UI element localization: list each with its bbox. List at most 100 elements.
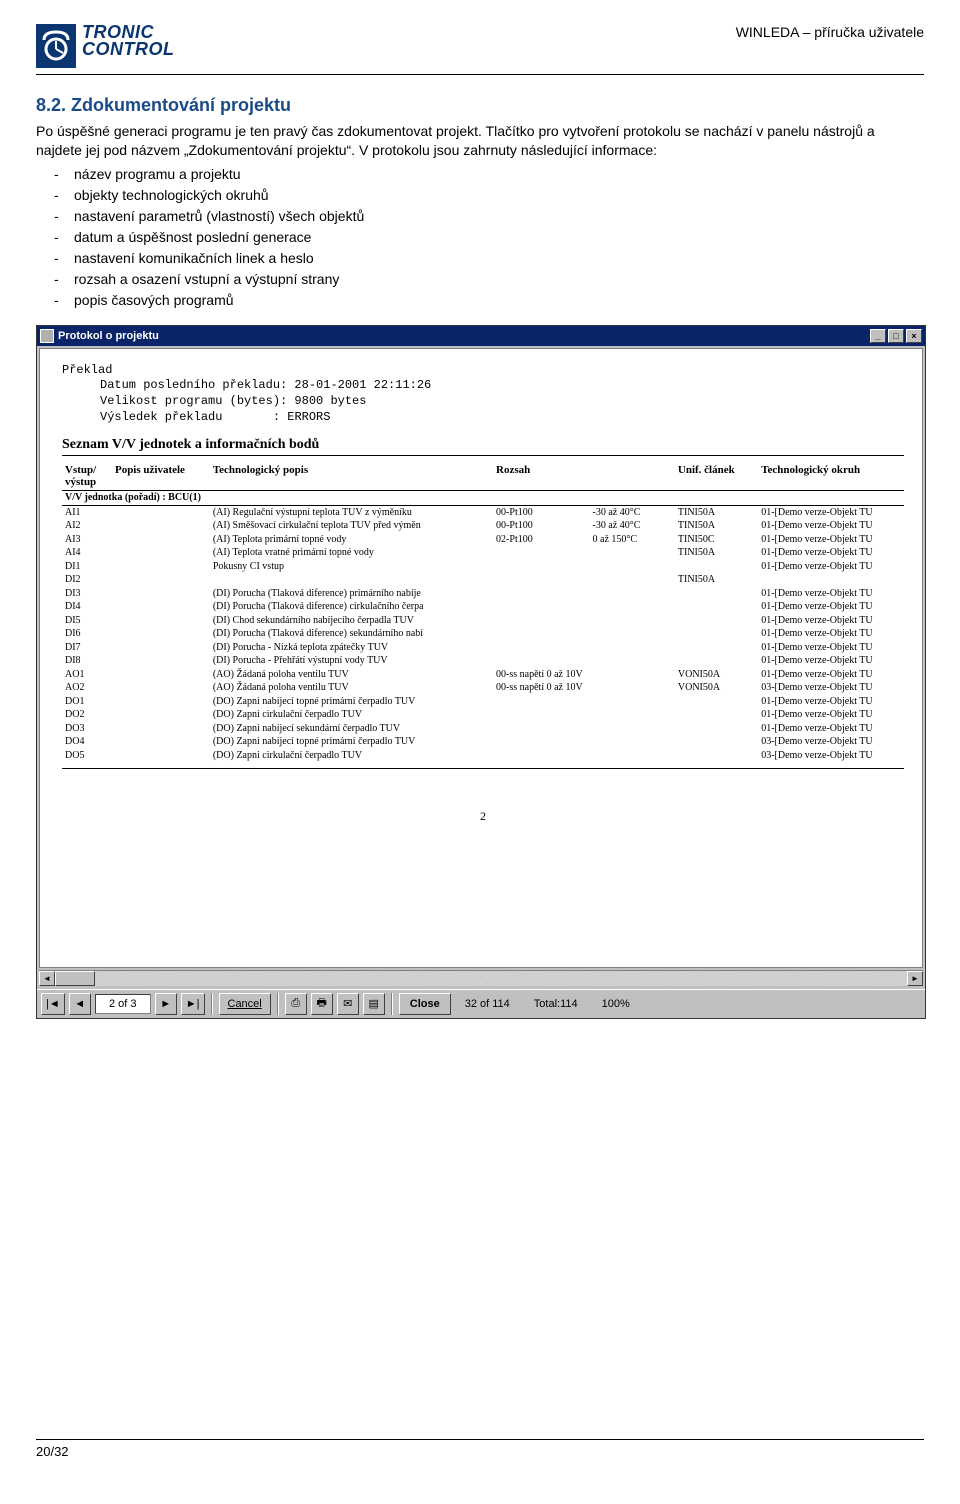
table-cell: 03-[Demo verze-Objekt TU xyxy=(758,749,904,763)
table-cell xyxy=(112,681,210,695)
table-cell xyxy=(590,749,675,763)
table-cell xyxy=(493,573,589,587)
table-cell: 00-ss napětí 0 až 10V xyxy=(493,668,589,682)
table-cell xyxy=(493,600,589,614)
table-cell xyxy=(112,749,210,763)
table-cell: -30 až 40°C xyxy=(590,505,675,519)
close-button[interactable]: × xyxy=(906,329,922,343)
print-icon[interactable]: 🖶 xyxy=(311,993,333,1015)
cancel-button[interactable]: Cancel xyxy=(219,993,271,1015)
bullet-item: popis časových programů xyxy=(54,290,924,311)
table-cell xyxy=(493,546,589,560)
minimize-button[interactable]: _ xyxy=(870,329,886,343)
close-viewer-button[interactable]: Close xyxy=(399,993,451,1015)
table-row: DO2(DO) Zapni cirkulační čerpadlo TUV01-… xyxy=(62,708,904,722)
table-cell xyxy=(590,546,675,560)
scroll-thumb[interactable] xyxy=(55,971,95,986)
table-cell xyxy=(112,668,210,682)
bullet-item: datum a úspěšnost poslední generace xyxy=(54,227,924,248)
window-icon xyxy=(40,329,54,343)
page-field[interactable] xyxy=(95,994,151,1014)
table-cell: 01-[Demo verze-Objekt TU xyxy=(758,505,904,519)
table-cell xyxy=(493,749,589,763)
table-cell: (AI) Teplota primární topné vody xyxy=(210,533,493,547)
table-cell: (DO) Zapni cirkulační čerpadlo TUV xyxy=(210,749,493,763)
table-row: AI1(AI) Regulační výstupní teplota TUV z… xyxy=(62,505,904,519)
table-cell xyxy=(758,573,904,587)
status-records: 32 of 114 xyxy=(455,998,520,1010)
table-cell: 01-[Demo verze-Objekt TU xyxy=(758,722,904,736)
table-cell: (DI) Porucha (Tlaková diference) cirkula… xyxy=(210,600,493,614)
table-group-row: V/V jednotka (pořadí) : BCU(1) xyxy=(62,491,904,506)
table-cell: 00-ss napětí 0 až 10V xyxy=(493,681,589,695)
table-cell: 01-[Demo verze-Objekt TU xyxy=(758,627,904,641)
table-cell: 01-[Demo verze-Objekt TU xyxy=(758,600,904,614)
table-cell: 01-[Demo verze-Objekt TU xyxy=(758,560,904,574)
scroll-left-button[interactable]: ◄ xyxy=(39,971,55,986)
table-cell: TINI50A xyxy=(675,546,758,560)
mail-icon[interactable]: ✉ xyxy=(337,993,359,1015)
nav-last-button[interactable]: ►| xyxy=(181,993,205,1015)
table-bottom-rule xyxy=(62,768,904,769)
table-row: AI3(AI) Teplota primární topné vody02-Pt… xyxy=(62,533,904,547)
toolbar-separator xyxy=(211,993,213,1015)
table-cell: DI2 xyxy=(62,573,112,587)
table-cell: DO4 xyxy=(62,735,112,749)
table-cell: (AI) Směšovací cirkulační teplota TUV př… xyxy=(210,519,493,533)
table-cell: DI6 xyxy=(62,627,112,641)
col-blank xyxy=(590,462,675,491)
compile-result-label: Výsledek překladu xyxy=(100,410,222,424)
table-cell xyxy=(590,681,675,695)
book-icon[interactable]: ▤ xyxy=(363,993,385,1015)
nav-next-button[interactable]: ► xyxy=(155,993,177,1015)
table-cell: 01-[Demo verze-Objekt TU xyxy=(758,654,904,668)
maximize-button[interactable]: □ xyxy=(888,329,904,343)
table-cell: (DI) Porucha (Tlaková diference) sekundá… xyxy=(210,627,493,641)
table-cell xyxy=(590,708,675,722)
table-cell xyxy=(590,627,675,641)
logo-icon xyxy=(36,24,76,68)
horizontal-scrollbar[interactable]: ◄ ► xyxy=(39,970,923,987)
table-cell: (DO) Zapni cirkulační čerpadlo TUV xyxy=(210,708,493,722)
table-cell xyxy=(675,600,758,614)
table-cell xyxy=(590,695,675,709)
table-cell xyxy=(675,735,758,749)
window-titlebar[interactable]: Protokol o projektu _ □ × xyxy=(37,326,925,346)
compile-line-date: Datum posledního překladu: 28-01-2001 22… xyxy=(100,378,904,394)
table-cell: TINI50A xyxy=(675,519,758,533)
table-cell xyxy=(675,695,758,709)
table-cell: 01-[Demo verze-Objekt TU xyxy=(758,587,904,601)
export-icon[interactable]: ⎙ xyxy=(285,993,307,1015)
table-row: DI7(DI) Porucha - Nízká teplota zpátečky… xyxy=(62,641,904,655)
page-number: 20/32 xyxy=(36,1444,69,1459)
table-cell xyxy=(112,614,210,628)
col-unif: Unif. článek xyxy=(675,462,758,491)
table-cell: AO2 xyxy=(62,681,112,695)
table-cell: (DI) Porucha (Tlaková diference) primárn… xyxy=(210,587,493,601)
table-cell xyxy=(590,600,675,614)
table-cell xyxy=(675,587,758,601)
compile-line-result: Výsledek překladu : ERRORS xyxy=(100,410,904,426)
scroll-track[interactable] xyxy=(55,971,907,986)
table-cell xyxy=(590,587,675,601)
table-cell xyxy=(675,749,758,763)
table-cell xyxy=(590,641,675,655)
nav-prev-button[interactable]: ◄ xyxy=(69,993,91,1015)
table-cell xyxy=(590,722,675,736)
table-cell: VONI50A xyxy=(675,668,758,682)
table-cell: AO1 xyxy=(62,668,112,682)
nav-first-button[interactable]: |◄ xyxy=(41,993,65,1015)
page-footer: 20/32 xyxy=(36,1439,924,1459)
scroll-right-button[interactable]: ► xyxy=(907,971,923,986)
table-cell xyxy=(590,573,675,587)
table-row: DO4 (DO) Zapni nabíjecí topné primární če… xyxy=(62,735,904,749)
table-cell: (AI) Regulační výstupní teplota TUV z vý… xyxy=(210,505,493,519)
section-paragraph: Po úspěšné generaci programu je ten prav… xyxy=(36,122,924,160)
table-cell: (DO) Zapni nabíjecí sekundární čerpadlo … xyxy=(210,722,493,736)
table-cell: DI4 xyxy=(62,600,112,614)
bullet-list: název programu a projektu objekty techno… xyxy=(54,164,924,311)
table-cell: (DI) Porucha - Nízká teplota zpátečky TU… xyxy=(210,641,493,655)
table-cell: (DO) Zapni nabíjecí topné primární čerpa… xyxy=(210,735,493,749)
status-total: Total:114 xyxy=(524,998,588,1010)
col-tech-okruh: Technologický okruh xyxy=(758,462,904,491)
